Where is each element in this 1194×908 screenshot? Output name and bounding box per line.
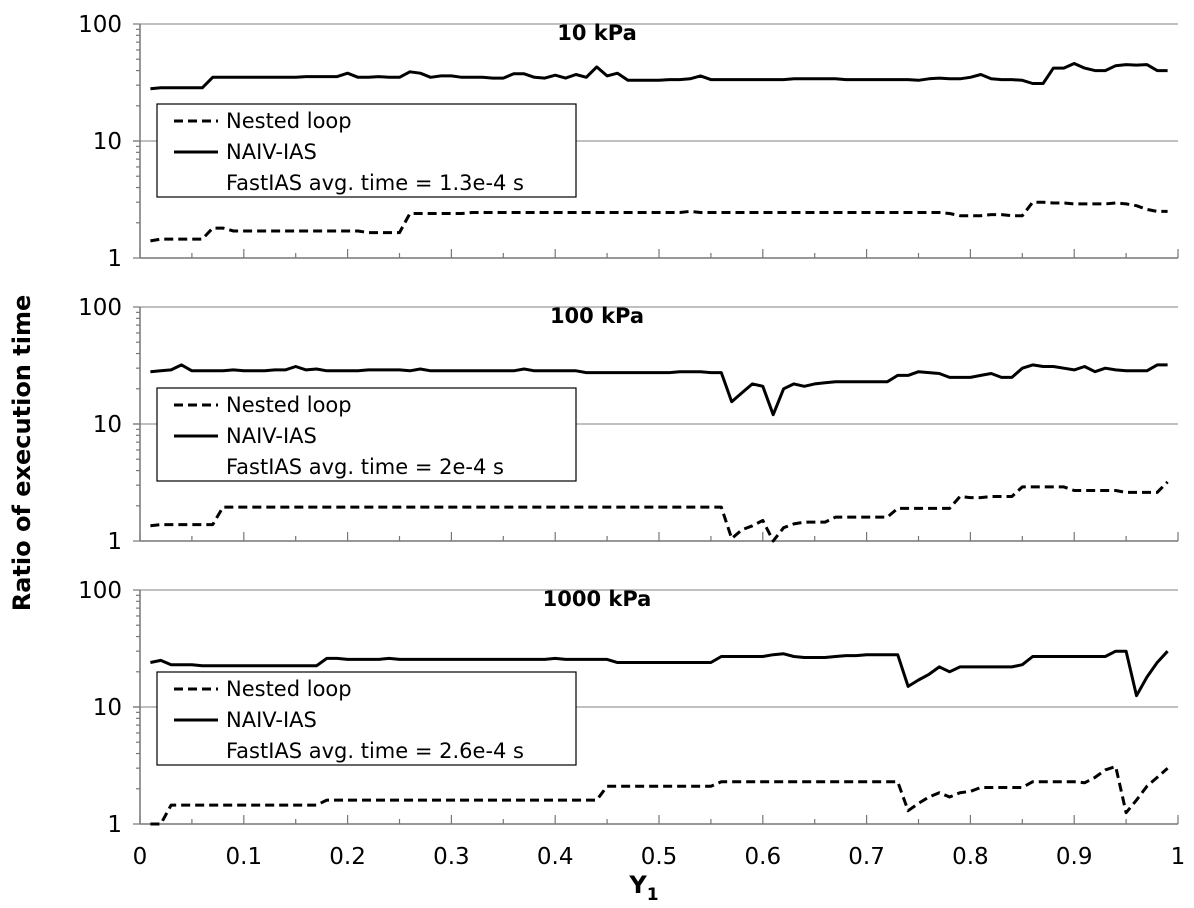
legend-entry: NAIV-IAS <box>226 708 317 732</box>
legend: Nested loop NAIV-IAS FastIAS avg. time = 1… <box>156 103 577 198</box>
y-tick-label: 10 <box>93 695 122 721</box>
panel-0: 1 10 100 10 kPa Nested loop NAIV-IAS FastIAS a… <box>78 12 1179 272</box>
y-tick-label: 100 <box>78 12 122 38</box>
series-line-naiv-ias <box>150 649 1169 698</box>
legend-entry: FastIAS avg. time = 1.3e-4 s <box>226 171 524 195</box>
panel-1: 1 10 100 100 kPa Nested loop NAIV-IAS FastIAS … <box>78 295 1179 555</box>
x-tick-label: 0.6 <box>745 844 782 870</box>
panel-title: 1000 kPa <box>543 587 652 611</box>
legend-entry: FastIAS avg. time = 2.6e-4 s <box>226 739 524 763</box>
panel-2: 1 10 100 1000 kPa Nested loop NAIV-IAS FastIAS… <box>78 578 1179 838</box>
series-line-naiv-ias <box>150 363 1168 417</box>
x-axis-label: Y1 <box>628 871 658 905</box>
x-tick-label: 0.3 <box>433 844 470 870</box>
x-tick-label: 0.4 <box>537 844 574 870</box>
x-axis-label-subscript: 1 <box>647 885 659 905</box>
x-tick-label: 0.1 <box>226 844 263 870</box>
legend-box <box>156 671 577 766</box>
y-axis-label: Ratio of execution time <box>8 295 36 611</box>
legend-entry: Nested loop <box>226 393 352 417</box>
panel-title: 100 kPa <box>550 304 644 328</box>
x-tick-label: 0.7 <box>848 844 885 870</box>
x-tick-labels: 0 0.1 0.2 0.3 0.4 0.5 0.6 0.7 0.8 0.9 1 <box>133 844 1186 870</box>
y-tick-label: 1 <box>107 529 122 555</box>
legend: Nested loop NAIV-IAS FastIAS avg. time = 2… <box>156 671 577 766</box>
x-tick-label: 0.8 <box>952 844 989 870</box>
legend-box <box>156 387 577 482</box>
legend-entry: Nested loop <box>226 109 352 133</box>
y-tick-label: 100 <box>78 295 122 321</box>
y-tick-label: 10 <box>93 412 122 438</box>
x-tick-label: 1 <box>1171 844 1186 870</box>
y-tick-label: 100 <box>78 578 122 604</box>
legend-entry: NAIV-IAS <box>226 424 317 448</box>
y-tick-label: 10 <box>93 129 122 155</box>
legend-box <box>156 103 577 198</box>
series-line-nested-loop <box>150 200 1168 243</box>
y-tick-label: 1 <box>107 246 122 272</box>
series-line-nested-loop <box>150 480 1169 543</box>
x-tick-label: 0.5 <box>641 844 678 870</box>
y-tick-label: 1 <box>107 812 122 838</box>
legend-entry: Nested loop <box>226 677 352 701</box>
x-tick-label: 0 <box>133 844 148 870</box>
legend-entry: FastIAS avg. time = 2e-4 s <box>226 455 504 479</box>
legend: Nested loop NAIV-IAS FastIAS avg. time = 2… <box>156 387 577 482</box>
x-tick-label: 0.9 <box>1056 844 1093 870</box>
legend-entry: NAIV-IAS <box>226 140 317 164</box>
x-tick-label: 0.2 <box>329 844 366 870</box>
series-line-naiv-ias <box>150 62 1168 91</box>
panel-title: 10 kPa <box>557 21 637 45</box>
